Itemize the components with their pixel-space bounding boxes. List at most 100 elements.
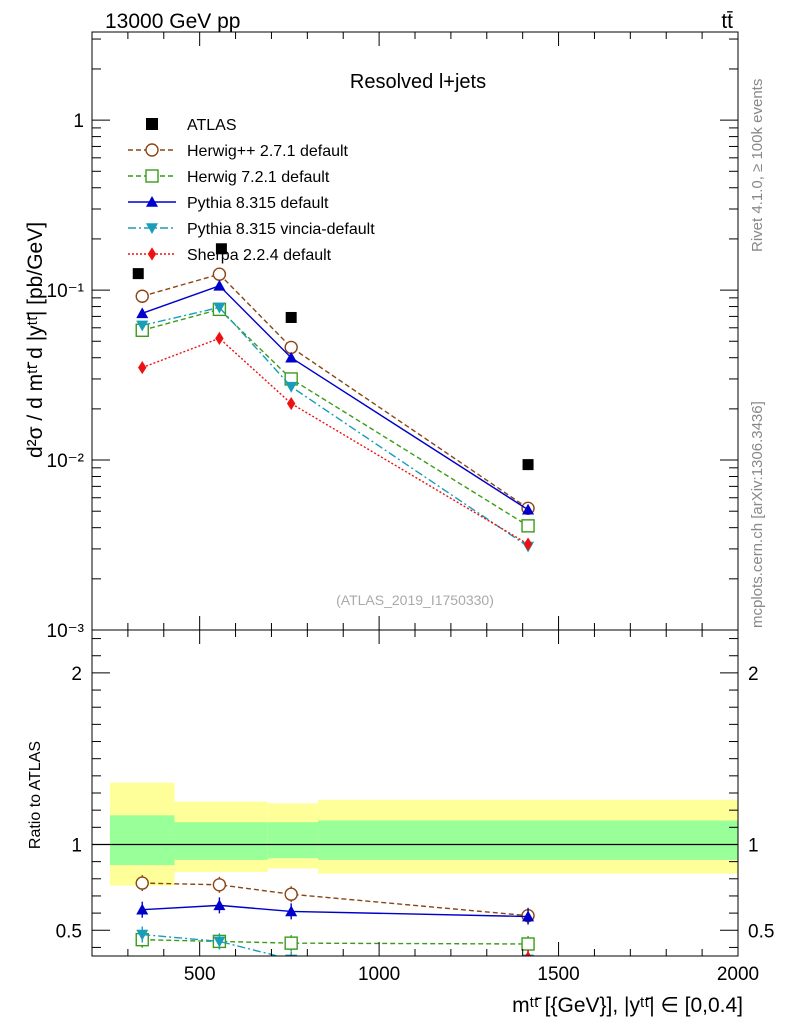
legend-item: Herwig++ 2.7.1 default: [128, 143, 349, 160]
x-tick-label: 1000: [358, 964, 400, 985]
series-point: [212, 267, 227, 281]
ratio-series-group: [135, 931, 535, 952]
stat-uncertainty-band: [109, 815, 175, 866]
collision-label: 13000 GeV pp: [105, 10, 240, 33]
series-point: [215, 331, 224, 345]
y-axis-title: d²σ / d mᵗᵗ̄ d |yᵗᵗ̄| [pb/GeV]: [24, 222, 47, 458]
series-group: [136, 302, 535, 553]
legend-label: Pythia 8.315 default: [187, 195, 329, 212]
ratio-series-point: [138, 961, 146, 974]
series-point: [138, 360, 147, 375]
legend-marker: [146, 196, 158, 207]
ratio-series-line: [142, 933, 281, 956]
ratio-y-tick-label-right: 0.5: [748, 921, 774, 942]
series-point: [136, 307, 149, 319]
series-point: [285, 381, 298, 393]
legend-marker: [146, 223, 158, 234]
ratio-y-tick-label: 1: [71, 835, 82, 856]
legend-label: ATLAS: [187, 117, 237, 134]
ratio-series-point: [215, 958, 223, 971]
x-tick-label: 2000: [717, 964, 759, 985]
ratio-y-tick-label-right: 2: [748, 664, 759, 685]
process-label: tt̄: [721, 10, 733, 33]
data-point: [522, 459, 534, 471]
ratio-series-group: [135, 875, 535, 924]
series-point: [136, 320, 149, 332]
series-line: [142, 308, 529, 527]
main-y-tick-label: 1: [73, 111, 84, 132]
ratio-series-point: [213, 936, 226, 948]
series-group: [135, 267, 535, 516]
series-line: [141, 337, 529, 545]
legend-item: Pythia 8.315 vincia-default: [128, 221, 375, 238]
series-line: [142, 284, 529, 511]
analysis-label: (ATLAS_2019_I1750330): [336, 592, 494, 608]
data-point: [132, 268, 144, 280]
ratio-series-point: [213, 899, 226, 911]
legend: ATLAS Herwig++ 2.7.1 default Herwig 7.2.1 …: [128, 117, 375, 264]
ratio-series-point: [521, 937, 535, 951]
series-group: [138, 331, 533, 551]
series-point: [213, 302, 226, 314]
data-point: [215, 243, 227, 255]
rivet-version-label: Rivet 4.1.0, ≥ 100k events: [749, 79, 766, 252]
main-y-tick-label: 10⁻¹: [47, 281, 85, 302]
ratio-y-axis-title: Ratio to ATLAS: [27, 741, 44, 849]
ratio-frame: [91, 629, 739, 957]
chart-title: Resolved l+jets: [350, 71, 486, 93]
legend-marker: [146, 118, 158, 130]
series-point: [284, 340, 298, 355]
legend-label: Herwig++ 2.7.1 default: [187, 143, 349, 160]
legend-label: Herwig 7.2.1 default: [187, 169, 330, 186]
series-point: [135, 289, 149, 303]
main-axes: 1 10⁻¹ 10⁻² 10⁻³: [47, 32, 739, 642]
ratio-series-line: [142, 904, 529, 918]
ratio-y-tick-label-right: 1: [748, 835, 759, 856]
ratio-series-group: [136, 897, 535, 925]
ratio-y-tick-label: 0.5: [56, 921, 82, 942]
legend-item: ATLAS: [146, 117, 237, 134]
mcplots-label: mcplots.cern.ch [arXiv:1306.3436]: [749, 401, 766, 628]
ratio-series-point: [136, 903, 149, 915]
series-group: [136, 279, 535, 515]
x-axis-title: mᵗᵗ̄ [{GeV}], |yᵗᵗ̄| ∈ [0,0.4]: [512, 994, 743, 1017]
series-point: [213, 279, 226, 291]
main-y-tick-label: 10⁻²: [47, 451, 85, 472]
main-panel: Resolved l+jets (ATLAS_2019_I1750330) AT…: [47, 31, 739, 642]
legend-item: Pythia 8.315 default: [128, 195, 329, 212]
ratio-series-point: [212, 878, 227, 892]
ratio-series-line: [142, 939, 529, 945]
series-line: [142, 306, 529, 548]
ratio-series-point: [135, 876, 149, 890]
ratio-series-line: [142, 882, 529, 917]
series-point: [523, 537, 533, 551]
legend-item: Sherpa 2.2.4 default: [128, 247, 332, 264]
ratio-series-point: [136, 929, 149, 941]
legend-marker: [145, 169, 159, 183]
stat-uncertainty-band: [174, 822, 268, 860]
ratio-series-group: [135, 875, 535, 974]
legend-label: Pythia 8.315 vincia-default: [187, 221, 375, 238]
ratio-series-point: [284, 936, 298, 950]
legend-item: Herwig 7.2.1 default: [128, 169, 330, 186]
legend-label: Sherpa 2.2.4 default: [187, 247, 332, 264]
ratio-series-point: [522, 910, 535, 922]
ratio-panel: 500 1000 1500 2000 0.5 0.5 1 1 2 2: [56, 629, 774, 985]
ratio-series-point: [524, 951, 532, 956]
stat-uncertainty-band: [318, 820, 738, 860]
series-point: [522, 503, 535, 515]
series-line: [142, 273, 529, 509]
ratio-series-point: [287, 956, 295, 969]
stat-uncertainty-band: [267, 822, 319, 859]
series-point: [286, 396, 296, 411]
ratio-series-clip-group: [135, 875, 535, 974]
ratio-y-tick-label: 2: [71, 664, 82, 685]
series-group: [135, 302, 535, 533]
x-tick-label: 1500: [537, 964, 579, 985]
ratio-series-point: [284, 887, 298, 901]
main-series-group: [132, 243, 535, 553]
ratio-axes: 500 1000 1500 2000 0.5 0.5 1 1 2 2: [56, 630, 774, 985]
data-point: [285, 311, 297, 323]
uncertainty-bands: [92, 782, 738, 886]
ratio-series-group: [136, 926, 535, 956]
